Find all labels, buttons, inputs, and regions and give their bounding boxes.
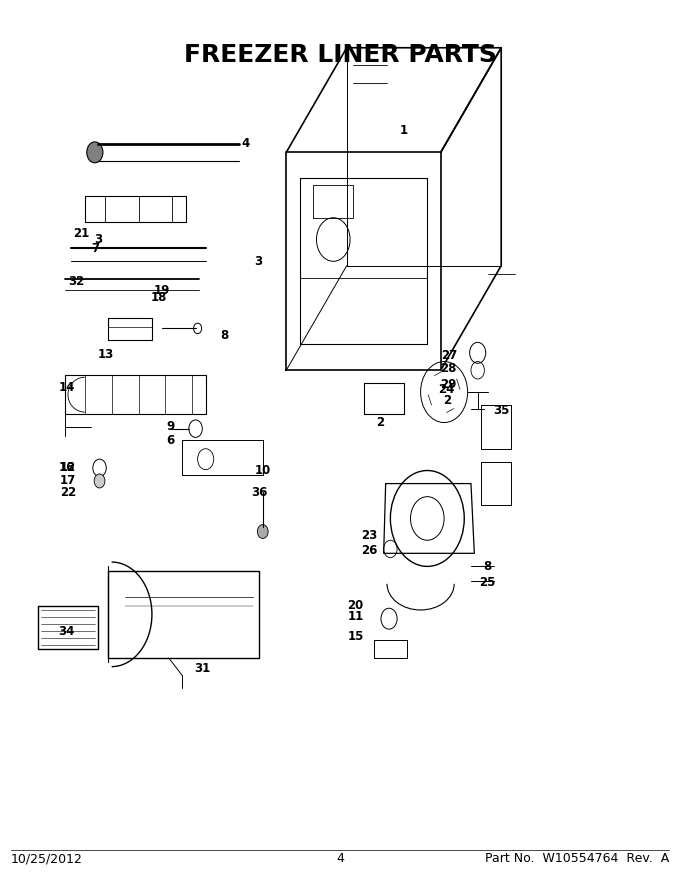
Text: 20: 20 [347, 599, 364, 612]
Text: 31: 31 [194, 662, 210, 675]
Text: 17: 17 [60, 473, 76, 487]
Text: 22: 22 [60, 486, 76, 499]
Text: 2: 2 [376, 416, 384, 429]
Text: 8: 8 [483, 560, 492, 573]
Text: 3: 3 [254, 255, 262, 268]
Circle shape [87, 142, 103, 163]
Text: 15: 15 [347, 629, 364, 642]
Text: 27: 27 [441, 349, 457, 362]
Text: 34: 34 [58, 626, 75, 638]
Text: 14: 14 [58, 381, 75, 394]
Text: 1: 1 [400, 124, 408, 137]
Text: 12: 12 [60, 461, 76, 474]
Text: 29: 29 [441, 378, 457, 391]
Text: FREEZER LINER PARTS: FREEZER LINER PARTS [184, 43, 496, 68]
Text: 9: 9 [167, 420, 175, 433]
Text: 36: 36 [251, 486, 268, 499]
Text: 3: 3 [94, 233, 102, 246]
Text: Part No.  W10554764  Rev.  A: Part No. W10554764 Rev. A [485, 853, 669, 865]
Text: 11: 11 [347, 610, 364, 622]
Circle shape [258, 524, 268, 539]
Text: 28: 28 [441, 362, 457, 375]
Text: 2: 2 [443, 394, 452, 407]
Text: 25: 25 [479, 576, 496, 590]
Text: 4: 4 [242, 137, 250, 150]
Text: 6: 6 [167, 434, 175, 446]
Text: 26: 26 [360, 544, 377, 557]
Text: 19: 19 [154, 283, 170, 297]
Text: 10/25/2012: 10/25/2012 [11, 853, 83, 865]
Text: 35: 35 [493, 404, 509, 417]
Text: 32: 32 [68, 275, 84, 288]
Text: 21: 21 [73, 227, 90, 240]
Text: 23: 23 [361, 530, 377, 542]
Circle shape [94, 474, 105, 488]
Text: 18: 18 [150, 291, 167, 304]
Text: 10: 10 [254, 464, 271, 477]
Text: 8: 8 [220, 329, 228, 342]
Text: 16: 16 [58, 461, 75, 474]
Text: 24: 24 [438, 383, 454, 396]
Text: 4: 4 [336, 853, 344, 865]
Text: 7: 7 [90, 242, 99, 254]
Text: 13: 13 [98, 348, 114, 361]
